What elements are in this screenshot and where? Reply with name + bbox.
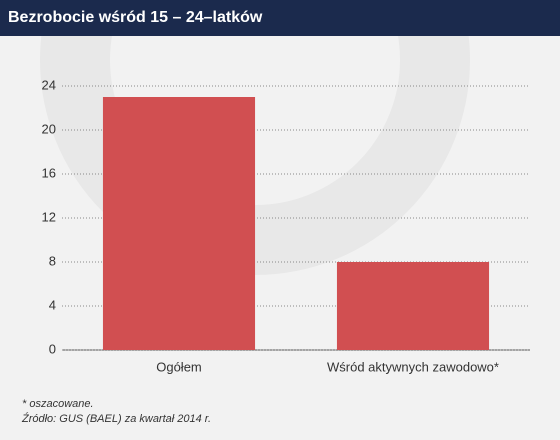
header (0, 0, 560, 36)
footnote: * oszacowane. (22, 398, 94, 410)
source: Źródło: GUS (BAEL) za kwartał 2014 r. (21, 412, 211, 425)
bar (336, 262, 490, 350)
bar (102, 97, 256, 350)
y-tick-label: 20 (42, 121, 56, 136)
y-tick-label: 4 (49, 297, 56, 312)
x-tick-label: Wśród aktywnych zawodowo* (327, 359, 499, 374)
y-tick-label: 16 (42, 165, 56, 180)
y-tick-label: 8 (49, 253, 56, 268)
y-tick-label: 12 (42, 209, 56, 224)
chart-title: Bezrobocie wśród 15 – 24–latków (8, 9, 263, 26)
x-tick-label: Ogółem (156, 359, 202, 374)
y-tick-label: 24 (42, 77, 56, 92)
y-tick-label: 0 (49, 341, 56, 356)
